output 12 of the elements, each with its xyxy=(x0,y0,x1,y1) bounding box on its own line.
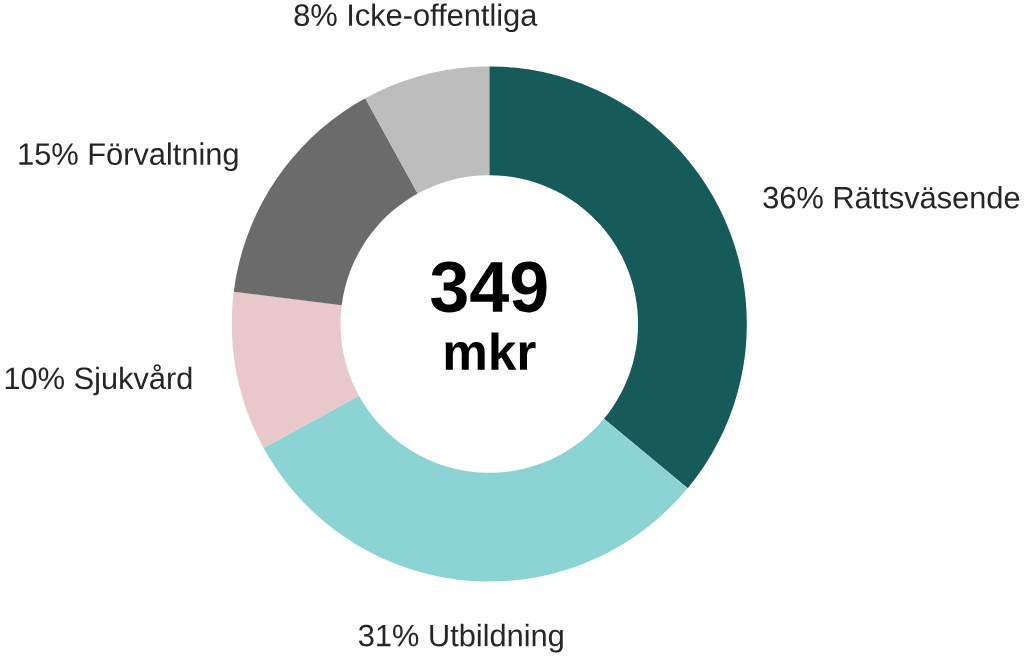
data-label: 8% xyxy=(294,4,337,27)
slice-label: Rättsväsende xyxy=(834,185,1020,209)
data-label: 31% xyxy=(358,624,419,647)
slice-label: Utbildning xyxy=(430,623,563,653)
data-label: 36% xyxy=(763,186,823,209)
text: mkr xyxy=(445,332,536,370)
data-label: 15% xyxy=(19,143,78,165)
text: 349 xyxy=(431,261,547,313)
data-label: 10% xyxy=(5,367,64,390)
slice-label: Förvaltning xyxy=(89,142,238,172)
slice-label: Sjukvård xyxy=(74,364,192,396)
slice-label: Icke-offentliga xyxy=(349,3,538,33)
